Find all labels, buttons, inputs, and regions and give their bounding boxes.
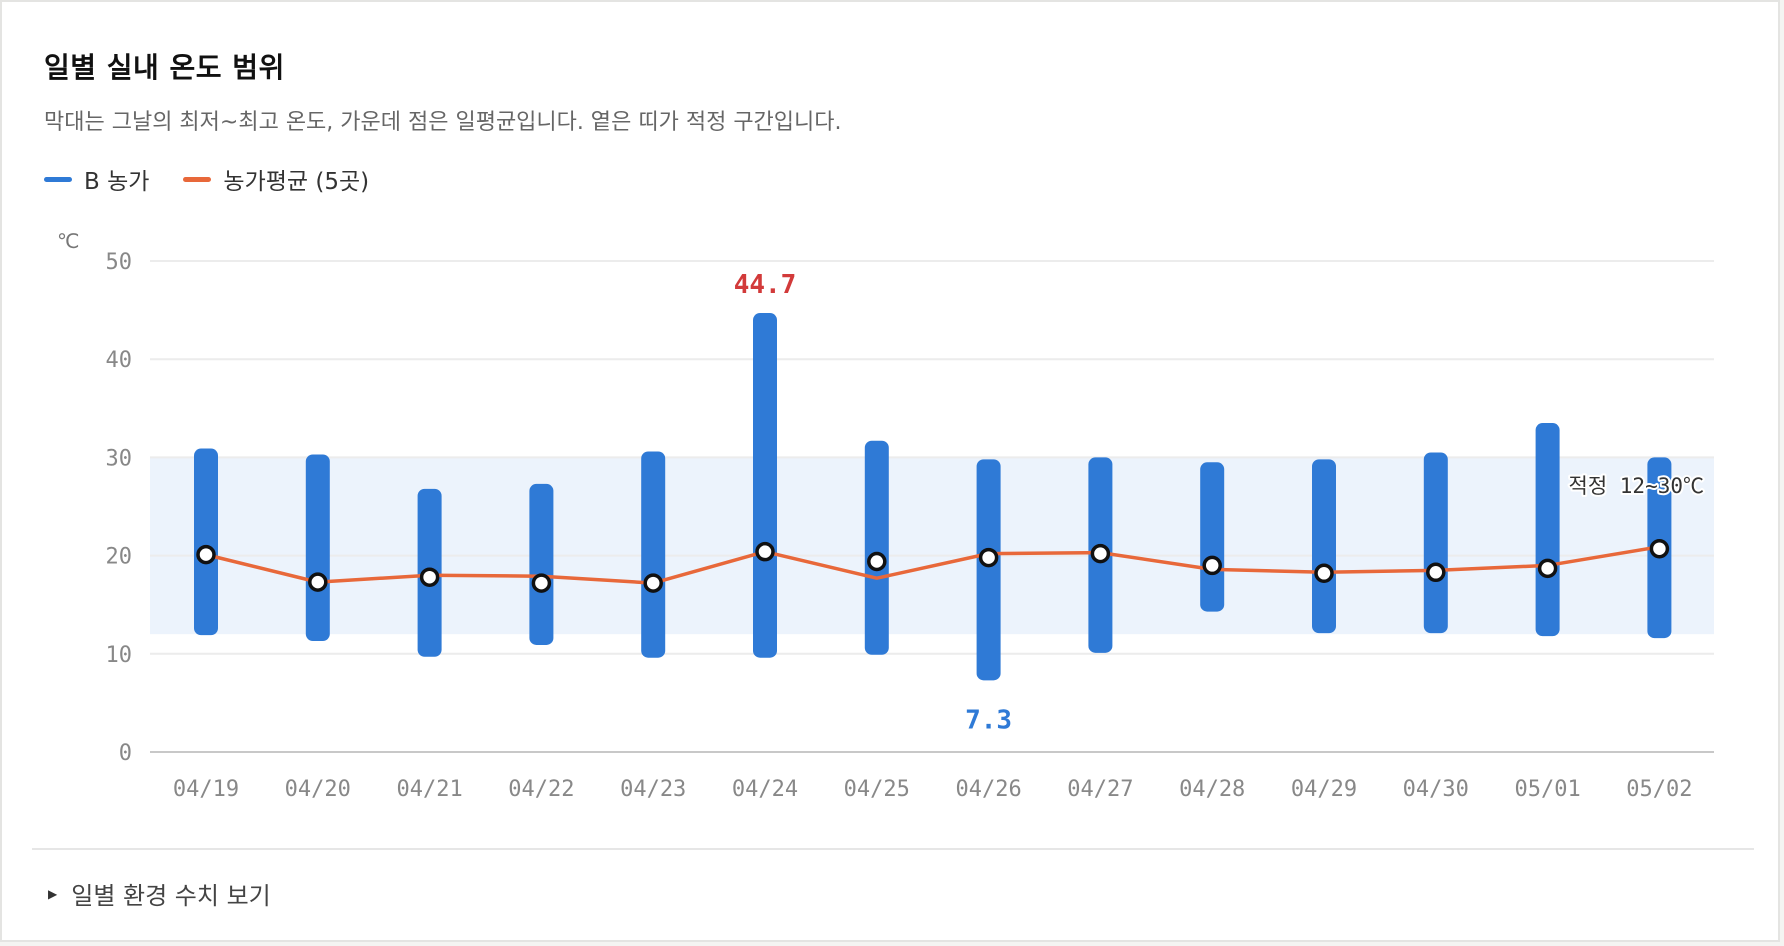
- caret-right-icon: ▶: [48, 886, 58, 901]
- legend-label-farm-average: 농가평균 (5곳): [223, 169, 370, 195]
- legend-swatch-farm-average: [183, 176, 212, 182]
- legend-swatch-farm-b: [44, 176, 72, 182]
- daily-details-toggle[interactable]: ▶ 일별 환경 수치 보기: [48, 876, 271, 911]
- x-tick-label: 04/22: [508, 777, 574, 802]
- range-bar: [753, 313, 777, 658]
- daily-mean-point: [1202, 555, 1222, 576]
- x-tick-label: 04/19: [173, 777, 239, 802]
- daily-mean-point: [1649, 538, 1670, 559]
- optimal-band-label: 적정 12~30℃: [1569, 474, 1705, 498]
- max-value-label: 44.7: [734, 270, 797, 300]
- daily-mean-point: [1314, 563, 1334, 584]
- daily-mean-point: [867, 551, 887, 572]
- legend-label-farm-b: B 농가: [84, 169, 150, 195]
- range-bar: [194, 448, 218, 636]
- x-tick-label: 04/26: [955, 777, 1021, 802]
- x-tick-label: 04/23: [620, 777, 686, 802]
- daily-mean-point: [978, 547, 999, 568]
- x-tick-label: 05/02: [1626, 777, 1692, 802]
- daily-mean-point: [196, 544, 216, 565]
- daily-mean-point: [755, 541, 775, 562]
- range-bar: [529, 483, 554, 645]
- x-tick-label: 04/29: [1291, 777, 1357, 802]
- temperature-range-chart: 0 10 20 30 40 50 ℃ 적정 12~30℃ 44.7 7.3 04/19 04/20 04…: [57, 229, 1714, 802]
- range-bar: [1200, 462, 1225, 612]
- x-tick-label: 05/01: [1514, 777, 1580, 802]
- legend-item-farm-b: B 농가: [44, 162, 149, 196]
- daily-mean-point: [1537, 558, 1558, 579]
- daily-mean-point: [643, 573, 663, 593]
- chart-title: 일별 실내 온도 범위: [44, 51, 285, 84]
- daily-mean-point: [1426, 562, 1446, 583]
- y-tick-label: 40: [106, 348, 133, 373]
- x-tick-label: 04/20: [285, 777, 351, 802]
- x-tick-label: 04/28: [1179, 777, 1245, 802]
- range-bar: [976, 459, 1001, 681]
- x-tick-label: 04/30: [1403, 777, 1469, 802]
- range-bar: [864, 440, 889, 655]
- y-unit-label: ℃: [57, 229, 79, 253]
- daily-mean-point: [1090, 543, 1111, 564]
- x-tick-label: 04/25: [844, 777, 910, 802]
- y-tick-label: 0: [119, 741, 132, 766]
- daily-details-label: 일별 환경 수치 보기: [71, 882, 271, 910]
- range-bar: [305, 454, 330, 642]
- daily-mean-point: [419, 567, 440, 587]
- y-tick-label: 50: [106, 250, 133, 275]
- range-bar: [641, 451, 666, 658]
- x-tick-label: 04/24: [732, 777, 798, 802]
- x-tick-label: 04/27: [1067, 777, 1133, 802]
- range-bar: [1423, 452, 1448, 634]
- range-bar: [1535, 423, 1560, 637]
- daily-mean-point: [531, 573, 552, 593]
- divider: [32, 848, 1754, 850]
- farm-average-line: [205, 545, 1660, 585]
- legend-item-farm-average: 농가평균 (5곳): [183, 162, 369, 196]
- y-tick-label: 20: [106, 545, 133, 570]
- y-tick-label: 10: [106, 643, 133, 668]
- chart-subtitle: 막대는 그날의 최저~최고 온도, 가운데 점은 일평균입니다. 옅은 띠가 적…: [44, 110, 842, 135]
- min-value-label: 7.3: [965, 705, 1012, 735]
- legend: B 농가 농가평균 (5곳): [44, 162, 403, 196]
- optimal-band: [150, 457, 1714, 635]
- range-bar: [1312, 459, 1336, 634]
- x-tick-label: 04/21: [396, 777, 462, 802]
- y-tick-label: 30: [106, 446, 133, 471]
- daily-mean-point: [308, 572, 328, 592]
